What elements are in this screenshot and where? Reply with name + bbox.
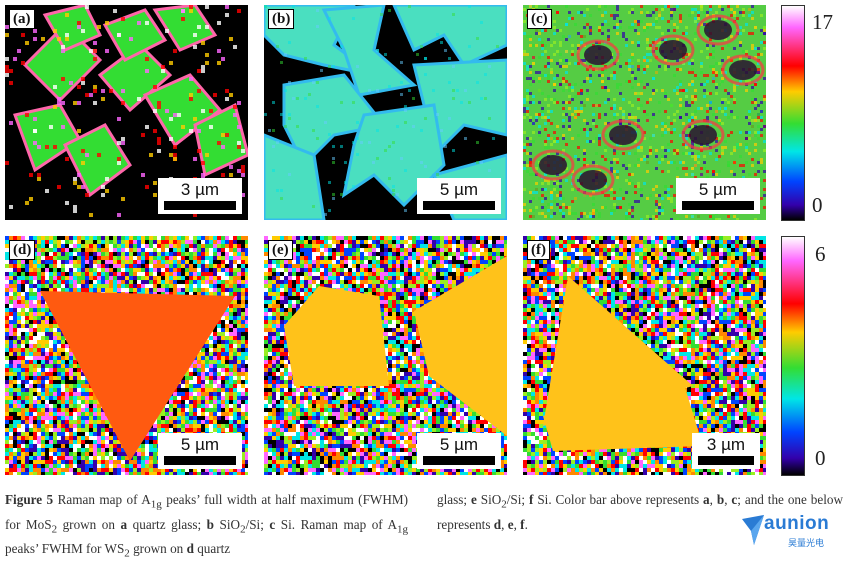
caption-ref: c: [731, 492, 738, 507]
colorbar-bottom-max: 6: [815, 242, 826, 266]
scale-text-f: 3 µm: [706, 435, 746, 454]
panel-label-c: (c): [527, 9, 552, 29]
panel-b: (b) 5 µm: [264, 5, 507, 220]
panel-c: (c) 5 µm: [523, 5, 766, 220]
caption-text: grown on: [129, 541, 187, 557]
caption-ref: a: [703, 492, 710, 507]
caption-ref: d: [186, 541, 194, 557]
panel-label-b: (b): [268, 9, 295, 29]
caption-text: ,: [709, 492, 717, 507]
figure-label: Figure 5: [5, 492, 54, 507]
scale-bar-b: 5 µm: [417, 178, 501, 214]
caption-text: SiO: [214, 516, 241, 532]
caption-sub: 1g: [397, 523, 409, 536]
scale-line-b: [423, 201, 495, 210]
panel-d: (d) 5 µm: [5, 236, 248, 475]
caption-text: peaks’ FWHM for WS: [5, 541, 125, 557]
caption-text: Si. Raman map of A: [275, 516, 398, 532]
caption-sub: 2: [501, 498, 507, 511]
scale-bar-a: 3 µm: [158, 178, 242, 214]
caption-text: Raman map of A: [53, 492, 151, 507]
caption-text: .: [524, 516, 528, 532]
scale-text-a: 3 µm: [180, 180, 220, 199]
caption-text: quartz glass;: [127, 516, 207, 532]
caption-sub: 2: [240, 523, 246, 536]
panel-label-f: (f): [527, 240, 550, 260]
caption-text: ; and the one below represents: [437, 492, 844, 532]
colorbar-top-max: 17: [812, 10, 833, 34]
caption-text: /Si;: [245, 516, 270, 532]
caption-text: quartz: [193, 541, 231, 557]
scale-text-c: 5 µm: [698, 180, 738, 199]
caption-text: /Si;: [506, 492, 530, 507]
panel-label-e: (e): [268, 240, 293, 260]
caption-ref: d: [493, 516, 502, 532]
colorbar-top: [781, 5, 805, 221]
caption-text: Si. Color bar above represents: [533, 492, 704, 507]
scale-bar-c: 5 µm: [676, 178, 760, 214]
scale-line-e: [423, 456, 495, 465]
logo-subtext: 昊量光电: [788, 539, 825, 549]
caption-sub: 2: [51, 523, 58, 536]
caption-text: glass;: [437, 492, 471, 507]
raman-map-a: [5, 5, 248, 220]
caption-ref: f: [520, 516, 525, 532]
caption-text: SiO: [476, 492, 502, 507]
panel-e: (e) 5 µm: [264, 236, 507, 475]
caption-sub: 1g: [150, 498, 162, 511]
scale-text-d: 5 µm: [180, 435, 220, 454]
scale-bar-f: 3 µm: [692, 433, 760, 469]
colorbar-bottom-min: 0: [815, 446, 826, 470]
caption-ref: a: [120, 516, 128, 532]
logo-wordmark: aunion: [764, 513, 830, 534]
scale-line-f: [698, 456, 754, 465]
caption-ref: f: [529, 492, 534, 507]
caption-text: ,: [513, 516, 521, 532]
raman-map-d: [5, 236, 248, 475]
caption-text: grown on: [57, 516, 121, 532]
scale-text-e: 5 µm: [439, 435, 479, 454]
scale-line-d: [164, 456, 236, 465]
scale-bar-d: 5 µm: [158, 433, 242, 469]
scale-bar-e: 5 µm: [417, 433, 501, 469]
caption-text: ,: [501, 516, 508, 532]
colorbar-bottom: [781, 236, 805, 476]
caption-ref: b: [206, 516, 215, 532]
scale-line-c: [682, 201, 754, 210]
colorbar-top-min: 0: [812, 193, 823, 217]
caption-ref: c: [269, 516, 276, 532]
panel-label-a: (a): [9, 9, 35, 29]
panel-f: (f) 3 µm: [523, 236, 766, 475]
logo-arrow-icon: [742, 515, 764, 545]
aunion-logo: aunion 昊量光电: [740, 511, 844, 551]
panel-label-d: (d): [9, 240, 36, 260]
figure-caption-right: glass; e SiO2/Si; f Si. Color bar above …: [437, 490, 843, 534]
caption-ref: b: [716, 492, 725, 507]
panel-a: (a) 3 µm: [5, 5, 248, 220]
caption-ref: e: [507, 516, 514, 532]
scale-line-a: [164, 201, 236, 210]
caption-ref: e: [470, 492, 477, 507]
scale-text-b: 5 µm: [439, 180, 479, 199]
caption-text: peaks’ full width at half maximum (FWHM)…: [5, 492, 408, 532]
caption-text: ,: [724, 492, 732, 507]
